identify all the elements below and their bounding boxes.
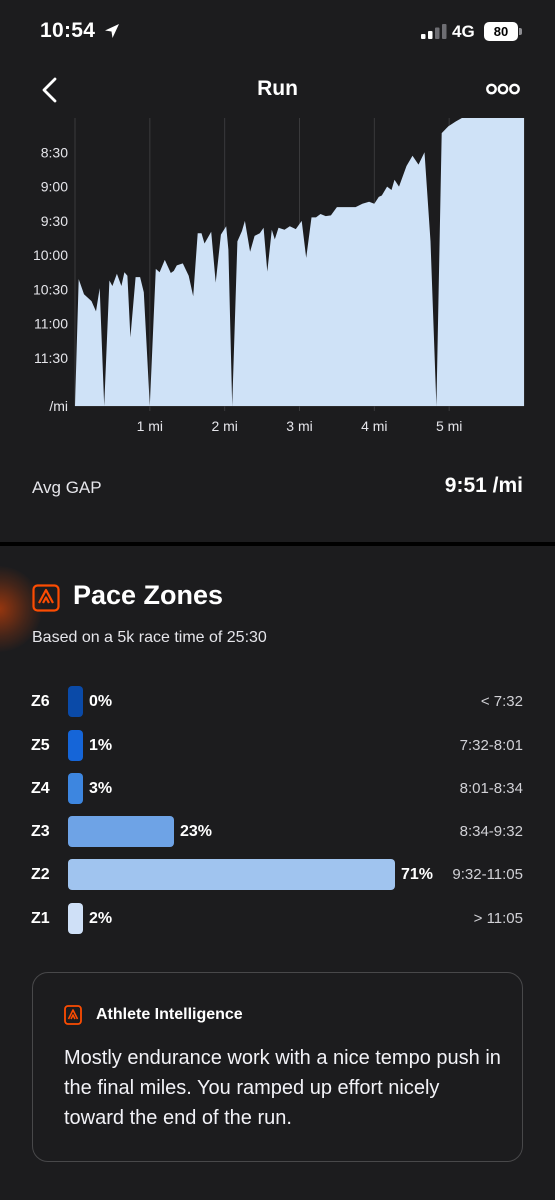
- zone-percent: 71%: [401, 866, 434, 883]
- pace-zones-card: Pace Zones Based on a 5k race time of 25…: [0, 546, 555, 1200]
- zone-range: < 7:32: [480, 693, 523, 710]
- zone-label: Z2: [31, 866, 50, 883]
- zone-bar: [68, 816, 174, 847]
- zone-row-z6[interactable]: Z6 0% < 7:32: [0, 686, 555, 720]
- zone-label: Z3: [31, 823, 50, 840]
- zone-range: 7:32-8:01: [459, 737, 523, 754]
- section-divider: [0, 542, 555, 546]
- zone-percent: 3%: [89, 780, 113, 797]
- network-type: 4G: [452, 22, 475, 41]
- zone-row-z5[interactable]: Z5 1% 7:32-8:01: [0, 730, 555, 764]
- zone-row-z1[interactable]: Z1 2% > 11:05: [0, 903, 555, 937]
- y-tick-label: 11:00: [34, 316, 68, 332]
- status-bar: 10:54 4G 80: [0, 0, 555, 62]
- zone-bar: [68, 859, 395, 890]
- athlete-intelligence-text: Mostly endurance work with a nice tempo …: [64, 1047, 501, 1129]
- battery-tip: [519, 28, 522, 35]
- y-tick-label: 8:30: [41, 144, 68, 160]
- athlete-intelligence-title: Athlete Intelligence: [96, 1006, 243, 1023]
- zone-row-z2[interactable]: Z2 71% 9:32-11:05: [0, 859, 555, 893]
- x-tick-label: 3 mi: [286, 418, 312, 434]
- zone-bar: [68, 686, 83, 717]
- zone-percent: 23%: [180, 823, 213, 840]
- zone-percent: 2%: [89, 910, 113, 927]
- location-arrow-icon: [105, 24, 119, 38]
- zone-range: > 11:05: [473, 910, 523, 927]
- page-title: Run: [257, 77, 298, 100]
- zone-label: Z6: [31, 693, 50, 710]
- y-tick-label: 10:30: [33, 281, 68, 297]
- pace-zones-subtitle: Based on a 5k race time of 25:30: [32, 629, 267, 646]
- chevron-left-icon[interactable]: [38, 76, 64, 104]
- signal-icon: [421, 24, 447, 39]
- pace-chart[interactable]: 8:30 9:00 9:30 10:00 10:30 11:00 11:30/mi 1 mi…: [0, 118, 555, 448]
- zone-bar: [68, 773, 83, 804]
- zone-row-z3[interactable]: Z3 23% 8:34-9:32: [0, 816, 555, 850]
- pace-zones-title: Pace Zones: [73, 580, 224, 610]
- zone-percent: 0%: [89, 693, 113, 710]
- y-tick-label: 9:00: [41, 179, 68, 195]
- y-tick-label: /mi: [49, 398, 68, 414]
- zone-label: Z1: [31, 910, 50, 927]
- x-tick-label: 2 mi: [211, 418, 237, 434]
- zone-range: 8:34-9:32: [459, 823, 523, 840]
- pace-area-series: [75, 118, 524, 406]
- strava-bolt-icon: [64, 1005, 82, 1025]
- zone-range: 8:01-8:34: [459, 780, 523, 797]
- x-tick-label: 5 mi: [436, 418, 462, 434]
- status-time: 10:54: [40, 19, 96, 42]
- zone-label: Z4: [31, 780, 50, 797]
- zone-percent: 1%: [89, 737, 113, 754]
- y-axis-ticks: 8:30 9:00 9:30 10:00 10:30 11:00 11:30/mi: [33, 144, 68, 414]
- x-tick-label: 4 mi: [361, 418, 387, 434]
- more-icon[interactable]: [486, 82, 520, 96]
- x-axis-ticks: 1 mi 2 mi 3 mi 4 mi 5 mi: [137, 406, 462, 434]
- avg-gap-label: Avg GAP: [32, 478, 102, 497]
- zone-label: Z5: [31, 737, 50, 754]
- nav-bar: Run: [0, 62, 555, 118]
- strava-bolt-icon: [32, 584, 60, 612]
- pace-chart-card: 8:30 9:00 9:30 10:00 10:30 11:00 11:30/mi 1 mi…: [0, 118, 555, 542]
- zone-bar: [68, 730, 83, 761]
- athlete-intelligence-card[interactable]: Athlete Intelligence Mostly endurance wo…: [32, 972, 523, 1162]
- battery-indicator: 80: [484, 22, 518, 41]
- avg-gap-value: 9:51 /mi: [444, 474, 523, 497]
- zone-bar: [68, 903, 83, 934]
- chart-area-layer: [75, 118, 524, 406]
- y-tick-label: 10:00: [33, 247, 68, 263]
- y-tick-label: 11:30: [34, 350, 68, 366]
- zone-row-z4[interactable]: Z4 3% 8:01-8:34: [0, 773, 555, 807]
- zone-range: 9:32-11:05: [452, 866, 523, 883]
- y-tick-label: 9:30: [41, 213, 68, 229]
- x-tick-label: 1 mi: [137, 418, 163, 434]
